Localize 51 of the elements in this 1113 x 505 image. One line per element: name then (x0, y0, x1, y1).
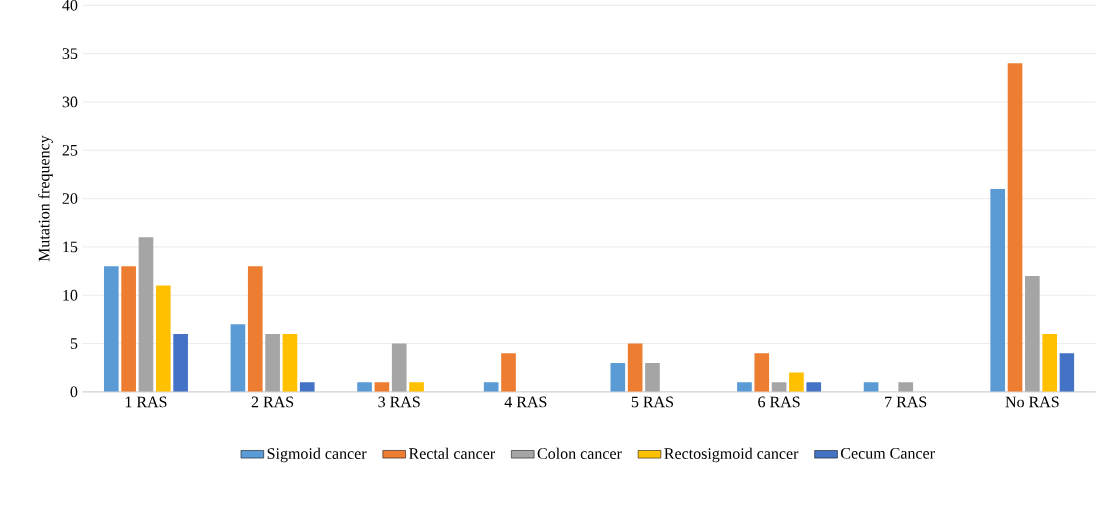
bar (138, 237, 154, 392)
y-axis-title: Mutation frequency (38, 135, 53, 262)
bar (1025, 275, 1040, 392)
legend-label: Rectosigmoid cancer (664, 447, 799, 463)
bar (645, 362, 660, 392)
bar (806, 382, 822, 392)
bar (230, 324, 246, 392)
x-tick-label: 6 RAS (758, 396, 800, 408)
bar (265, 333, 280, 392)
y-tick-label: 30 (62, 96, 78, 108)
legend-label: Rectal cancer (408, 447, 495, 459)
bar (990, 188, 1006, 392)
y-tick-label: 5 (70, 338, 78, 349)
y-tick-label: 40 (62, 0, 78, 11)
bar (483, 382, 499, 392)
y-tick-label: 0 (70, 386, 78, 398)
bar (282, 333, 298, 392)
y-tick-label: 10 (63, 289, 78, 301)
y-tick-label: 35 (62, 48, 78, 59)
bar (121, 266, 136, 392)
y-tick-label: 25 (62, 144, 78, 156)
legend-label: Sigmoid cancer (267, 447, 367, 463)
x-tick-label: 4 RAS (504, 396, 547, 408)
y-tick-label: 20 (62, 193, 78, 204)
bar (754, 353, 770, 392)
bar (247, 266, 263, 392)
bar (1007, 63, 1023, 392)
bar (737, 382, 752, 392)
x-tick-label: 3 RAS (378, 396, 420, 408)
bar (357, 382, 372, 392)
bar (627, 343, 643, 392)
legend-label: Cecum Cancer (841, 447, 935, 459)
bar (789, 372, 804, 392)
bar (103, 266, 119, 392)
bar (155, 285, 171, 392)
bar (898, 382, 914, 392)
bar (299, 382, 315, 392)
bar (391, 343, 407, 392)
x-tick-label: 1 RAS (125, 396, 167, 408)
x-tick-label: 2 RAS (251, 396, 294, 408)
y-tick-label: 15 (63, 241, 78, 253)
x-tick-label: 7 RAS (885, 396, 927, 408)
bar (1042, 333, 1058, 392)
bar (1059, 353, 1075, 392)
x-tick-label: 5 RAS (631, 396, 674, 408)
legend-label: Colon cancer (537, 447, 622, 459)
bar (501, 353, 516, 392)
x-tick-label: No RAS (1005, 396, 1059, 408)
bar (409, 382, 424, 392)
bar (173, 333, 188, 392)
bar (610, 362, 626, 392)
